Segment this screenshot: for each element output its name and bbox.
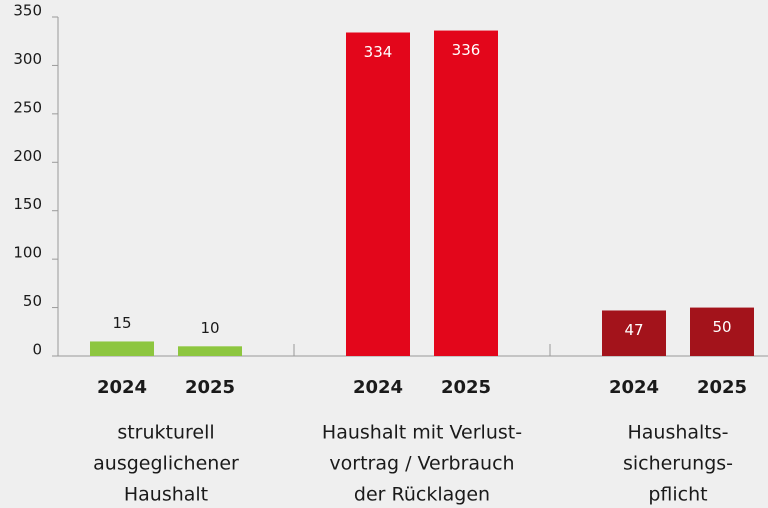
x-tick-label: 2025 — [441, 377, 491, 398]
x-tick-label: 2025 — [697, 377, 747, 398]
group-label: vortrag / Verbrauch — [329, 453, 514, 475]
x-tick-label: 2024 — [353, 377, 403, 398]
y-tick-label: 350 — [13, 2, 42, 20]
group-label: strukturell — [117, 422, 214, 444]
y-tick-label: 250 — [13, 98, 42, 116]
y-tick-label: 100 — [13, 244, 42, 262]
x-tick-label: 2025 — [185, 377, 235, 398]
value-label: 15 — [112, 314, 131, 332]
value-label: 47 — [624, 321, 643, 339]
y-tick-label: 50 — [23, 292, 42, 310]
y-tick-label: 200 — [13, 147, 42, 165]
y-tick-label: 0 — [32, 341, 42, 359]
bar — [90, 341, 154, 356]
group-label: sicherungs- — [623, 453, 733, 475]
bar — [434, 30, 498, 357]
value-label: 10 — [200, 319, 219, 337]
value-label: 336 — [452, 41, 481, 59]
value-label: 50 — [712, 318, 731, 336]
bar — [346, 32, 410, 357]
bar — [602, 310, 666, 356]
group-label: Haushalt — [124, 484, 208, 506]
group-label: Haushalts- — [627, 422, 728, 444]
group-label: ausgeglichener — [93, 453, 239, 475]
x-tick-label: 2024 — [609, 377, 659, 398]
group-label: pflicht — [648, 484, 707, 506]
value-label: 334 — [364, 43, 393, 61]
bar — [690, 307, 754, 356]
group-label: der Rücklagen — [354, 484, 490, 506]
group-label: Haushalt mit Verlust- — [322, 422, 522, 444]
bar — [178, 346, 242, 356]
y-tick-label: 150 — [13, 195, 42, 213]
y-tick-label: 300 — [13, 50, 42, 68]
x-tick-label: 2024 — [97, 377, 147, 398]
